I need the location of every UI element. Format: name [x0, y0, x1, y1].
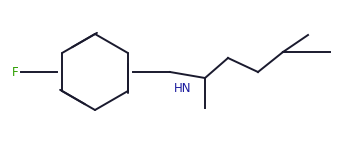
Text: F: F: [12, 66, 18, 78]
Text: HN: HN: [174, 81, 192, 95]
